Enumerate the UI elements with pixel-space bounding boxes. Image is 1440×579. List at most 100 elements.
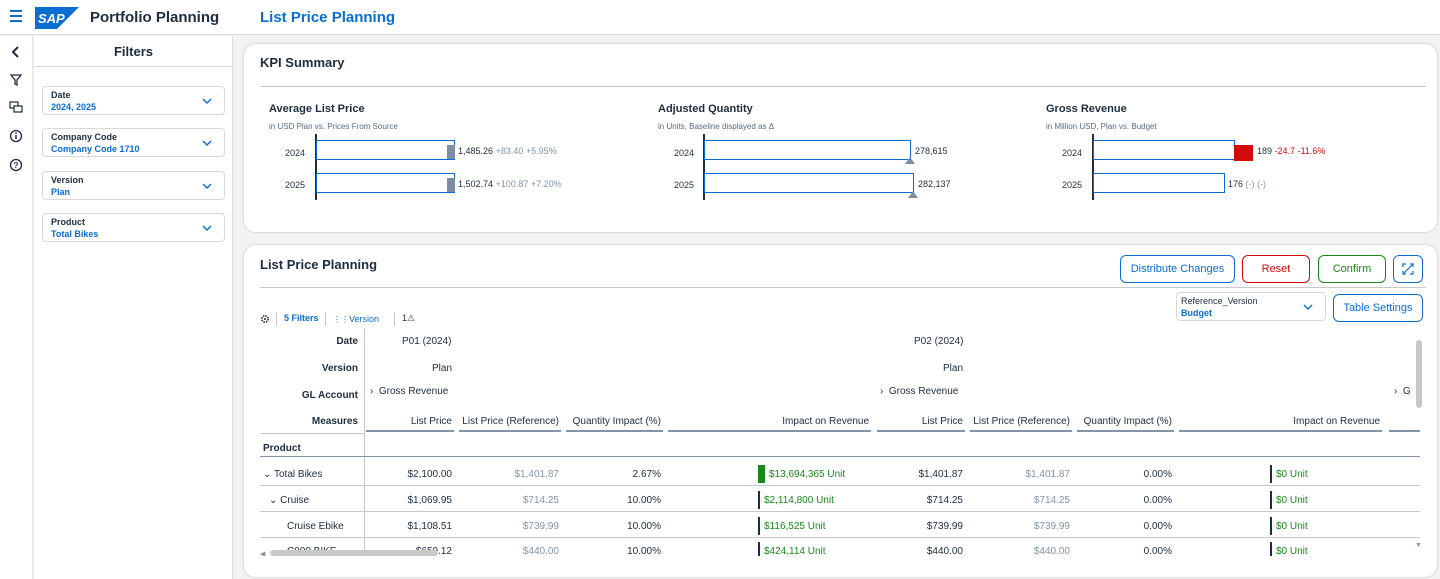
gl-account-label: Gross Revenue [888,386,959,397]
fullscreen-button[interactable] [1393,255,1423,283]
quantity-impact-cell[interactable]: 0.00% [1143,521,1172,532]
grid-divider [364,328,365,556]
chevron-down-icon [202,225,212,231]
gl-account-label: Gross Revenue [378,386,449,397]
quantity-impact-cell[interactable]: 2.67% [632,469,661,480]
period-version: Plan [942,363,963,374]
list-price-cell[interactable]: $2,100.00 [407,469,453,480]
measure-header: List Price (Reference) [973,416,1070,427]
reset-button[interactable]: Reset [1242,255,1310,283]
quantity-impact-cell[interactable]: 0.00% [1143,495,1172,506]
help-icon[interactable]: ? [8,157,24,173]
reference-version-select[interactable]: Reference_Version Budget [1176,292,1326,321]
row-header-product: Product [263,443,301,454]
column-underline [566,430,663,432]
list-price-cell[interactable]: $1,069.95 [407,495,453,506]
kpi-value: 1,502.74 +100.87 +7.20% [458,179,562,189]
measure-header: List Price [410,416,452,427]
kpi-year: 2024 [1062,148,1083,158]
kpi-title: Gross Revenue [1046,103,1127,115]
filters-token[interactable]: 5 Filters [284,313,319,323]
table-row-expand[interactable]: ⌄ Cruise [269,495,309,506]
expand-icon [1402,263,1414,275]
column-underline [1077,430,1174,432]
kpi-year: 2025 [285,180,306,190]
kpi-delta-marker [447,178,455,192]
column-underline [1179,430,1382,432]
gl-account-expand[interactable]: › G [1394,386,1411,397]
distribute-changes-button[interactable]: Distribute Changes [1120,255,1235,283]
column-underline [970,430,1072,432]
quantity-impact-cell[interactable]: 10.00% [627,495,661,506]
vertical-scrollbar[interactable] [1416,340,1422,408]
chevron-down-icon [1303,304,1313,310]
scroll-left-icon[interactable]: ◀ [260,551,266,556]
list-price-cell[interactable]: $1,108.51 [407,521,453,532]
warning-icon: ⚠ [407,313,416,323]
version-token[interactable]: ⋮⋮Version [333,314,379,324]
filter-label: Date [51,90,71,100]
quantity-impact-cell[interactable]: 0.00% [1143,469,1172,480]
version-token-label: Version [349,314,380,324]
confirm-button[interactable]: Confirm [1318,255,1386,283]
list-price-cell[interactable]: $739.99 [926,521,963,532]
impact-bar [1270,491,1272,509]
impact-bar [758,542,760,556]
period-date: P02 (2024) [914,336,964,347]
list-price-cell[interactable]: $714.25 [926,495,963,506]
list-price-cell[interactable]: $440.00 [926,546,963,556]
grid-line [260,456,1420,457]
product-filter[interactable]: Product Total Bikes [42,213,225,242]
impact-revenue-cell: $13,694,365 Unit [769,469,846,480]
impact-revenue-cell: $116,525 Unit [764,521,826,532]
quantity-impact-cell[interactable]: 10.00% [627,521,661,532]
row-header-version: Version [321,363,358,374]
chevron-down-icon: ⌄ [269,495,278,506]
filter-label: Company Code [51,132,118,142]
kpi-summary-card: KPI Summary Average List Price in USD Pl… [244,44,1437,232]
divider [260,86,1426,87]
product-name: Total Bikes [274,469,323,480]
kpi-year: 2024 [674,148,695,158]
svg-text:SAP: SAP [38,11,65,26]
table-settings-button[interactable]: Table Settings [1333,294,1423,322]
date-filter[interactable]: Date 2024, 2025 [42,86,225,115]
horizontal-scrollbar[interactable] [270,550,438,556]
gl-account-expand[interactable]: › Gross Revenue [370,386,449,397]
table-row-expand[interactable]: ⌄ Total Bikes [263,469,322,480]
scroll-down-icon[interactable]: ▼ [1415,542,1422,549]
filters-panel: Filters Date 2024, 2025 Company Code Com… [34,36,233,579]
list-price-cell[interactable]: $1,401.87 [918,469,964,480]
gl-account-expand[interactable]: › Gross Revenue [880,386,959,397]
warnings-token[interactable]: 1⚠ [402,313,415,324]
quantity-impact-cell[interactable]: 10.00% [627,546,661,556]
reference-price-cell: $714.25 [1033,495,1070,506]
version-filter[interactable]: Version Plan [42,171,225,200]
company-code-filter[interactable]: Company Code Company Code 1710 [42,128,225,157]
reference-price-cell: $1,401.87 [1025,469,1071,480]
planning-grid: Date Version GL Account Measures Product… [260,328,1428,556]
kpi-subtitle: in Units, Baseline displayed as Δ [658,122,775,131]
menu-icon[interactable] [10,10,22,22]
column-underline [1389,430,1420,432]
impact-revenue-cell: $0 Unit [1276,495,1308,506]
reference-price-cell: $440.00 [1033,546,1070,556]
quantity-impact-cell[interactable]: 0.00% [1143,546,1172,556]
kpi-bar [704,173,914,193]
kpi-subtitle: in Million USD, Plan vs. Budget [1046,122,1157,131]
info-icon[interactable] [8,128,24,144]
kpi-value: 176 (-) (-) [1228,179,1267,189]
comments-icon[interactable] [8,99,24,115]
filter-icon[interactable] [8,72,24,88]
column-underline [668,430,871,432]
side-rail: ? [0,36,33,579]
reference-price-cell: $739.99 [522,521,559,532]
impact-revenue-cell: $0 Unit [1276,521,1308,532]
impact-revenue-cell: $2,114,800 Unit [764,495,834,506]
kpi-axis [1092,134,1094,200]
grid-line [260,485,1420,486]
settings-gear-icon[interactable] [260,314,270,324]
chevron-left-icon[interactable] [8,44,24,60]
filter-value: Total Bikes [51,229,99,239]
list-price-planning-card: List Price Planning Distribute Changes R… [244,245,1437,577]
